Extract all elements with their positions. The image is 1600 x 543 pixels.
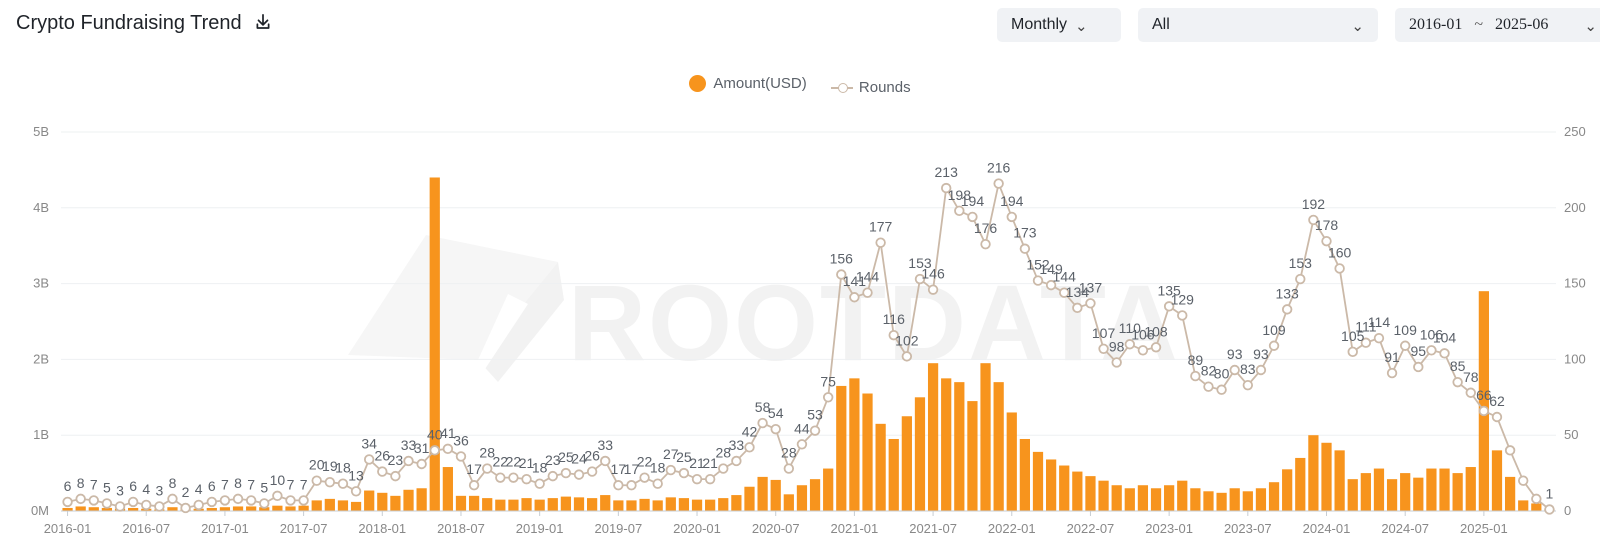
svg-text:54: 54 xyxy=(768,405,784,421)
svg-text:10: 10 xyxy=(270,472,286,488)
svg-text:50: 50 xyxy=(1564,427,1578,442)
svg-text:160: 160 xyxy=(1328,244,1352,260)
svg-text:0M: 0M xyxy=(31,503,49,518)
svg-text:5: 5 xyxy=(260,479,268,495)
svg-text:18: 18 xyxy=(650,460,666,476)
svg-text:144: 144 xyxy=(1053,269,1077,285)
svg-text:2020-01: 2020-01 xyxy=(673,521,721,536)
svg-text:78: 78 xyxy=(1463,369,1479,385)
svg-text:104: 104 xyxy=(1433,329,1457,345)
svg-text:23: 23 xyxy=(388,452,404,468)
svg-text:137: 137 xyxy=(1079,279,1103,295)
svg-text:80: 80 xyxy=(1214,366,1230,382)
svg-text:2023-07: 2023-07 xyxy=(1224,521,1272,536)
svg-text:93: 93 xyxy=(1227,346,1243,362)
svg-text:100: 100 xyxy=(1564,351,1586,366)
svg-text:173: 173 xyxy=(1013,225,1037,241)
svg-text:2018-01: 2018-01 xyxy=(358,521,406,536)
svg-text:213: 213 xyxy=(935,164,959,180)
svg-text:0: 0 xyxy=(1564,503,1571,518)
svg-text:2016-01: 2016-01 xyxy=(44,521,92,536)
svg-text:108: 108 xyxy=(1144,323,1168,339)
svg-text:5B: 5B xyxy=(33,124,49,139)
svg-text:177: 177 xyxy=(869,219,893,235)
svg-text:2018-07: 2018-07 xyxy=(437,521,485,536)
svg-text:129: 129 xyxy=(1171,291,1195,307)
svg-text:216: 216 xyxy=(987,160,1011,176)
svg-text:4: 4 xyxy=(142,481,150,497)
svg-text:3: 3 xyxy=(155,482,163,498)
svg-text:178: 178 xyxy=(1315,217,1339,233)
svg-text:2: 2 xyxy=(182,484,190,500)
svg-text:28: 28 xyxy=(781,445,797,461)
svg-text:2022-01: 2022-01 xyxy=(988,521,1036,536)
svg-text:153: 153 xyxy=(1289,255,1313,271)
svg-text:13: 13 xyxy=(348,467,364,483)
svg-text:44: 44 xyxy=(794,420,810,436)
svg-text:144: 144 xyxy=(856,269,880,285)
svg-text:8: 8 xyxy=(77,475,85,491)
svg-text:102: 102 xyxy=(895,332,919,348)
svg-text:75: 75 xyxy=(820,373,836,389)
svg-text:8: 8 xyxy=(169,475,177,491)
svg-text:109: 109 xyxy=(1394,322,1418,338)
svg-text:156: 156 xyxy=(830,251,854,267)
svg-text:2017-01: 2017-01 xyxy=(201,521,249,536)
svg-text:200: 200 xyxy=(1564,200,1586,215)
svg-text:7: 7 xyxy=(300,476,308,492)
svg-text:6: 6 xyxy=(208,478,216,494)
svg-text:2019-01: 2019-01 xyxy=(516,521,564,536)
svg-text:17: 17 xyxy=(466,461,482,477)
svg-text:93: 93 xyxy=(1253,346,1269,362)
svg-text:33: 33 xyxy=(597,437,613,453)
svg-text:91: 91 xyxy=(1384,349,1400,365)
svg-text:2021-01: 2021-01 xyxy=(831,521,879,536)
svg-text:109: 109 xyxy=(1262,322,1286,338)
svg-text:2019-07: 2019-07 xyxy=(594,521,642,536)
svg-text:2023-01: 2023-01 xyxy=(1145,521,1193,536)
svg-text:2020-07: 2020-07 xyxy=(752,521,800,536)
svg-text:114: 114 xyxy=(1368,314,1391,330)
svg-text:6: 6 xyxy=(129,478,137,494)
svg-text:3B: 3B xyxy=(33,276,49,291)
svg-text:1: 1 xyxy=(1546,485,1554,501)
svg-text:42: 42 xyxy=(742,423,758,439)
svg-text:192: 192 xyxy=(1302,196,1326,212)
svg-text:2024-01: 2024-01 xyxy=(1303,521,1351,536)
svg-text:3: 3 xyxy=(116,482,124,498)
svg-text:7: 7 xyxy=(90,476,98,492)
svg-text:194: 194 xyxy=(1000,193,1024,209)
svg-text:7: 7 xyxy=(247,476,255,492)
svg-text:1B: 1B xyxy=(33,427,49,442)
svg-text:2017-07: 2017-07 xyxy=(280,521,328,536)
svg-text:2024-07: 2024-07 xyxy=(1381,521,1429,536)
svg-text:83: 83 xyxy=(1240,361,1256,377)
svg-text:2025-01: 2025-01 xyxy=(1460,521,1508,536)
svg-text:7: 7 xyxy=(221,476,229,492)
svg-text:2022-07: 2022-07 xyxy=(1067,521,1115,536)
svg-text:31: 31 xyxy=(414,440,430,456)
svg-text:4B: 4B xyxy=(33,200,49,215)
svg-text:53: 53 xyxy=(807,407,823,423)
svg-text:150: 150 xyxy=(1564,276,1586,291)
svg-text:116: 116 xyxy=(883,311,906,327)
svg-text:62: 62 xyxy=(1489,393,1505,409)
svg-text:8: 8 xyxy=(234,475,242,491)
svg-text:6: 6 xyxy=(64,478,72,494)
svg-text:176: 176 xyxy=(974,220,998,236)
svg-text:2B: 2B xyxy=(33,351,49,366)
svg-text:4: 4 xyxy=(195,481,203,497)
svg-text:33: 33 xyxy=(729,437,745,453)
svg-text:98: 98 xyxy=(1109,338,1125,354)
svg-text:250: 250 xyxy=(1564,124,1586,139)
svg-text:133: 133 xyxy=(1275,285,1299,301)
svg-text:194: 194 xyxy=(961,193,985,209)
svg-text:2021-07: 2021-07 xyxy=(909,521,957,536)
svg-text:36: 36 xyxy=(453,432,469,448)
svg-text:5: 5 xyxy=(103,479,111,495)
svg-text:146: 146 xyxy=(921,266,945,282)
svg-text:2016-07: 2016-07 xyxy=(122,521,170,536)
svg-text:7: 7 xyxy=(287,476,295,492)
svg-text:95: 95 xyxy=(1411,343,1427,359)
